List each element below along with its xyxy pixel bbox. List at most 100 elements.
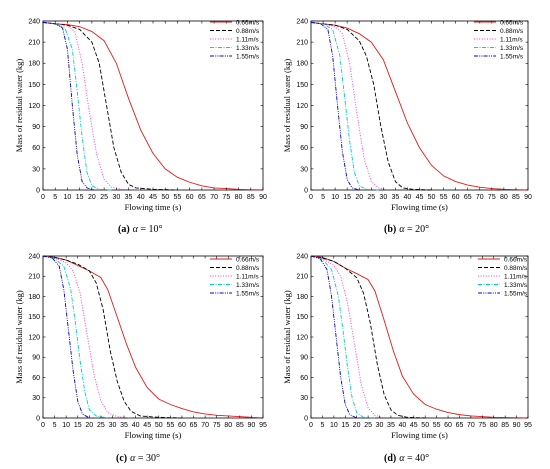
x-tick-label: 65: [198, 194, 206, 201]
y-tick-label: 240: [296, 18, 308, 25]
x-tick-label: 90: [513, 422, 521, 429]
x-tick-label: 25: [364, 422, 372, 429]
x-tick-label: 85: [247, 194, 255, 201]
legend-label-1: 0.88m/s: [236, 265, 260, 272]
x-tick-label: 95: [524, 422, 532, 429]
legend: 0.66m/s 0.88m/s1.11m/s 1.33m/s1.55m/s: [474, 19, 524, 60]
x-tick-label: 40: [404, 194, 412, 201]
x-tick-label: 70: [476, 194, 484, 201]
x-tick-label: 30: [112, 194, 120, 201]
x-tick-label: 20: [85, 422, 93, 429]
x-axis-title: Flowing time (s): [125, 430, 182, 440]
x-tick-label: 85: [236, 422, 244, 429]
y-tick-label: 150: [28, 314, 40, 321]
series-line-1: [310, 21, 432, 191]
x-axis-title: Flowing time (s): [391, 430, 448, 440]
x-tick-label: 90: [524, 194, 532, 201]
x-tick-label: 60: [178, 422, 186, 429]
legend-label-1: 0.88m/s: [236, 28, 260, 35]
caption-angle: = 20°: [404, 224, 429, 235]
caption-alpha: α: [399, 453, 405, 464]
y-tick-label: 30: [300, 395, 308, 402]
caption-alpha: α: [399, 224, 405, 235]
legend-label-2: 1.11m/s: [236, 273, 259, 280]
x-tick-label: 30: [379, 194, 387, 201]
series-line-2: [310, 21, 389, 191]
x-tick-label: 0: [309, 194, 313, 201]
x-tick-label: 65: [456, 422, 464, 429]
x-tick-label: 55: [440, 194, 448, 201]
series-line-3: [42, 255, 108, 419]
x-tick-label: 5: [321, 194, 325, 201]
x-tick-label: 45: [410, 422, 418, 429]
x-tick-label: 90: [259, 194, 267, 201]
plot-frame: [42, 20, 264, 191]
y-tick-label: 120: [28, 334, 40, 341]
x-tick-label: 50: [161, 194, 169, 201]
x-tick-label: 5: [53, 194, 57, 201]
y-tick-label: 120: [296, 103, 308, 110]
series-line-4: [310, 21, 360, 191]
x-tick-label: 45: [143, 422, 151, 429]
x-tick-label: 55: [433, 422, 441, 429]
y-tick-label: 90: [32, 124, 40, 131]
legend-label-2: 1.11m/s: [236, 36, 259, 43]
legend-label-4: 1.55m/s: [236, 53, 260, 60]
x-tick-label: 5: [320, 422, 324, 429]
x-tick-label: 15: [341, 422, 349, 429]
x-tick-label: 10: [62, 422, 70, 429]
x-tick-label: 25: [97, 422, 105, 429]
caption-angle: = 40°: [404, 453, 429, 464]
y-tick-label: 210: [28, 274, 40, 281]
legend: 0.66m/s 0.88m/s1.11m/s 1.33m/s1.55m/s: [210, 256, 260, 297]
x-tick-label: 15: [74, 422, 82, 429]
y-tick-label: 240: [296, 253, 308, 260]
x-tick-label: 10: [330, 422, 338, 429]
series-line-4: [310, 255, 357, 419]
panel-caption: (a) α = 10°: [118, 224, 163, 235]
y-tick-label: 90: [300, 124, 308, 131]
panel-caption: (c) α = 30°: [116, 453, 160, 464]
x-tick-label: 70: [201, 422, 209, 429]
series-line-0: [310, 255, 529, 419]
x-tick-label: 80: [224, 422, 232, 429]
y-tick-label: 150: [296, 82, 308, 89]
series-line-0: [310, 21, 529, 191]
x-tick-label: 85: [501, 422, 509, 429]
x-tick-label: 20: [353, 422, 361, 429]
chart-panel-0: 0 5 10 15 20 25 30 35 40 45 50 55 60 65 70 75 80 85 90 0 30 6…: [14, 18, 267, 235]
series-line-4: [42, 255, 90, 419]
y-tick-label: 0: [304, 415, 308, 422]
caption-alpha: α: [130, 453, 136, 464]
y-tick-label: 90: [300, 355, 308, 362]
legend-label-3: 1.33m/s: [500, 45, 524, 52]
y-tick-label: 0: [304, 187, 308, 194]
x-tick-label: 50: [428, 194, 436, 201]
x-tick-label: 35: [125, 194, 133, 201]
x-tick-label: 25: [100, 194, 108, 201]
legend-label-0: 0.66m/s: [236, 256, 260, 263]
y-tick-label: 180: [296, 61, 308, 68]
x-tick-label: 55: [174, 194, 182, 201]
x-tick-label: 0: [41, 194, 45, 201]
y-tick-label: 150: [28, 82, 40, 89]
y-tick-label: 210: [28, 40, 40, 47]
legend-label-3: 1.33m/s: [236, 45, 260, 52]
y-tick-label: 60: [300, 145, 308, 152]
x-tick-label: 20: [355, 194, 363, 201]
x-tick-label: 65: [464, 194, 472, 201]
y-tick-label: 60: [32, 145, 40, 152]
legend: 0.66m/s 0.88m/s1.11m/s 1.33m/s1.55m/s: [210, 19, 260, 60]
plot-frame: [310, 20, 529, 191]
series-line-1: [42, 255, 182, 419]
caption-letter: (a): [118, 224, 130, 235]
legend-label-1: 0.88m/s: [500, 28, 524, 35]
y-axis-title: Mass of residual water (kg): [14, 290, 24, 384]
x-tick-label: 75: [222, 194, 230, 201]
x-tick-label: 80: [490, 422, 498, 429]
panel-caption: (d) α = 40°: [384, 453, 429, 464]
x-tick-label: 35: [391, 194, 399, 201]
y-tick-label: 240: [28, 253, 40, 260]
x-tick-label: 0: [41, 422, 45, 429]
